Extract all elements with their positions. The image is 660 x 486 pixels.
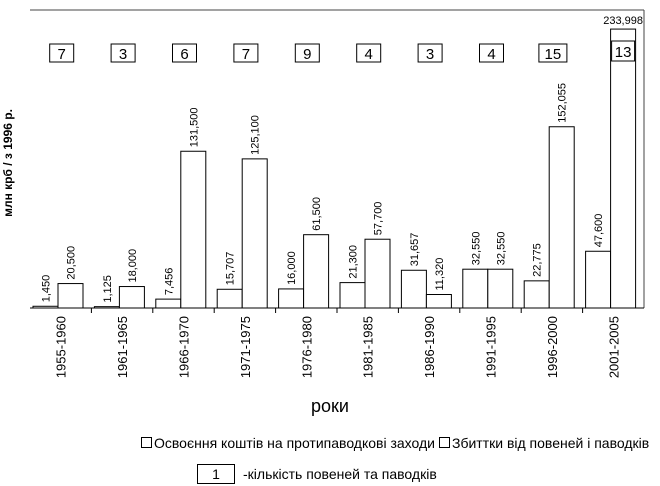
bar-losses xyxy=(57,283,84,309)
bar-losses xyxy=(303,234,330,309)
x-tick-label: 1971-1975 xyxy=(238,316,253,378)
x-tick-label: 1986-1990 xyxy=(422,316,437,378)
legend-swatch-investment xyxy=(141,437,152,448)
data-label-investment: 21,300 xyxy=(348,245,360,279)
count-label: 4 xyxy=(487,46,495,63)
bar-investment xyxy=(400,269,427,309)
bar-investment xyxy=(32,305,59,309)
count-box xyxy=(479,43,504,63)
bar-investment xyxy=(523,280,550,309)
data-label-investment: 31,657 xyxy=(409,233,421,267)
data-label-losses: 125,100 xyxy=(250,115,262,155)
count-label: 7 xyxy=(242,46,250,63)
legend-series: Освоєння коштів на протипаводкові заходи… xyxy=(141,435,649,451)
bar-losses xyxy=(548,126,575,309)
x-tick-label: 1955-1960 xyxy=(54,316,69,378)
bar-investment xyxy=(278,288,305,309)
legend-label-investment: Освоєння коштів на протипаводкові заходи xyxy=(154,435,435,451)
data-label-losses: 18,000 xyxy=(127,249,139,283)
count-label: 6 xyxy=(180,46,188,63)
data-label-investment: 32,550 xyxy=(470,232,482,266)
legend-label-losses: Збиттки від повеней і паводків xyxy=(451,435,650,451)
legend-count-box: 1 xyxy=(197,464,235,484)
data-label-losses: 20,500 xyxy=(66,246,78,280)
bar-investment xyxy=(585,250,612,309)
y-axis-label: млн крб / з 1996 р. xyxy=(1,109,15,217)
count-label: 3 xyxy=(426,46,434,63)
data-label-losses: 233,998 xyxy=(603,15,643,27)
data-label-investment: 1,450 xyxy=(41,275,53,303)
count-box xyxy=(233,43,259,63)
data-label-losses: 57,700 xyxy=(373,202,385,236)
bar-investment xyxy=(93,306,120,309)
x-tick-label: 1961-1965 xyxy=(115,316,130,378)
data-label-investment: 47,600 xyxy=(593,214,605,248)
bar-losses xyxy=(118,286,145,309)
legend-swatch-losses xyxy=(438,437,450,448)
bar-losses xyxy=(241,158,268,309)
x-tick-label: 1991-1995 xyxy=(484,316,499,378)
x-axis-label: роки xyxy=(311,396,349,416)
x-tick-label: 1966-1970 xyxy=(177,316,192,378)
data-label-losses: 61,500 xyxy=(311,197,323,231)
x-tick-label: 1976-1980 xyxy=(299,316,314,378)
count-label: 4 xyxy=(365,46,373,63)
bar-investment xyxy=(339,282,366,309)
data-label-losses: 32,550 xyxy=(495,232,507,266)
count-box xyxy=(110,43,136,63)
data-label-investment: 1,125 xyxy=(102,275,114,303)
bar-investment xyxy=(216,288,243,309)
x-tick-label: 1996-2000 xyxy=(545,316,560,378)
data-label-investment: 16,000 xyxy=(286,251,298,285)
bar-losses xyxy=(180,150,207,309)
data-label-losses: 11,320 xyxy=(434,258,446,291)
count-box xyxy=(538,43,568,63)
count-box xyxy=(49,43,75,63)
bar-losses xyxy=(364,238,391,309)
bar-investment xyxy=(462,268,489,309)
data-label-investment: 15,707 xyxy=(225,252,237,286)
count-label: 3 xyxy=(119,46,127,63)
count-box xyxy=(417,43,443,63)
count-label: 15 xyxy=(545,46,562,63)
count-label: 9 xyxy=(303,46,311,63)
bar-investment xyxy=(155,298,182,309)
bar-losses xyxy=(610,28,637,309)
legend-count-label: -кількість повеней та паводків xyxy=(243,466,437,482)
data-label-investment: 7,456 xyxy=(163,268,175,296)
legend-count: 1 -кількість повеней та паводків xyxy=(197,464,437,484)
bar-losses xyxy=(487,268,514,309)
x-tick-label: 1981-1985 xyxy=(361,316,376,378)
data-label-losses: 131,500 xyxy=(188,107,200,147)
count-box xyxy=(294,43,320,63)
bar-losses xyxy=(425,294,452,309)
data-label-investment: 22,775 xyxy=(532,243,544,277)
x-tick-label: 2001-2005 xyxy=(606,316,621,378)
data-label-losses: 152,055 xyxy=(557,83,569,123)
count-box xyxy=(356,43,382,63)
count-box xyxy=(611,40,636,62)
count-box xyxy=(172,43,197,63)
count-label: 7 xyxy=(58,46,66,63)
count-label: 13 xyxy=(615,44,632,61)
